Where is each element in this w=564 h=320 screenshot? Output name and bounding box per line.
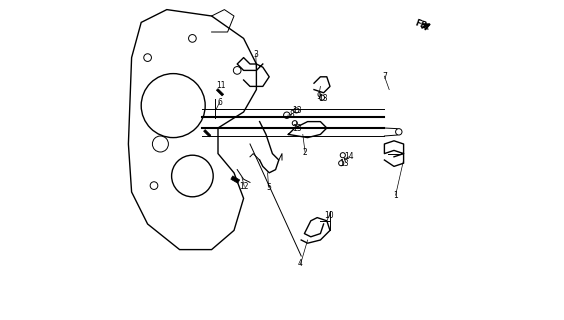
Text: 14: 14 bbox=[345, 152, 354, 161]
Text: 1: 1 bbox=[393, 191, 398, 200]
Text: 13: 13 bbox=[318, 94, 328, 103]
Text: 7: 7 bbox=[382, 72, 387, 81]
Text: 6: 6 bbox=[217, 98, 222, 107]
Text: 10: 10 bbox=[324, 211, 334, 220]
Text: FR.: FR. bbox=[413, 19, 431, 32]
Bar bbox=[204, 130, 211, 137]
Text: 8: 8 bbox=[289, 110, 294, 119]
Text: 13: 13 bbox=[293, 106, 302, 115]
Text: 12: 12 bbox=[240, 182, 249, 191]
Text: 4: 4 bbox=[298, 260, 303, 268]
Text: 9: 9 bbox=[316, 92, 321, 100]
Text: 13: 13 bbox=[340, 159, 349, 168]
Circle shape bbox=[395, 129, 402, 135]
Text: 5: 5 bbox=[266, 183, 271, 192]
Bar bbox=[217, 89, 224, 96]
Text: 3: 3 bbox=[253, 50, 258, 59]
Text: 2: 2 bbox=[303, 148, 307, 156]
Text: 11: 11 bbox=[217, 81, 226, 90]
Bar bbox=[231, 176, 240, 183]
Text: 13: 13 bbox=[292, 124, 302, 132]
